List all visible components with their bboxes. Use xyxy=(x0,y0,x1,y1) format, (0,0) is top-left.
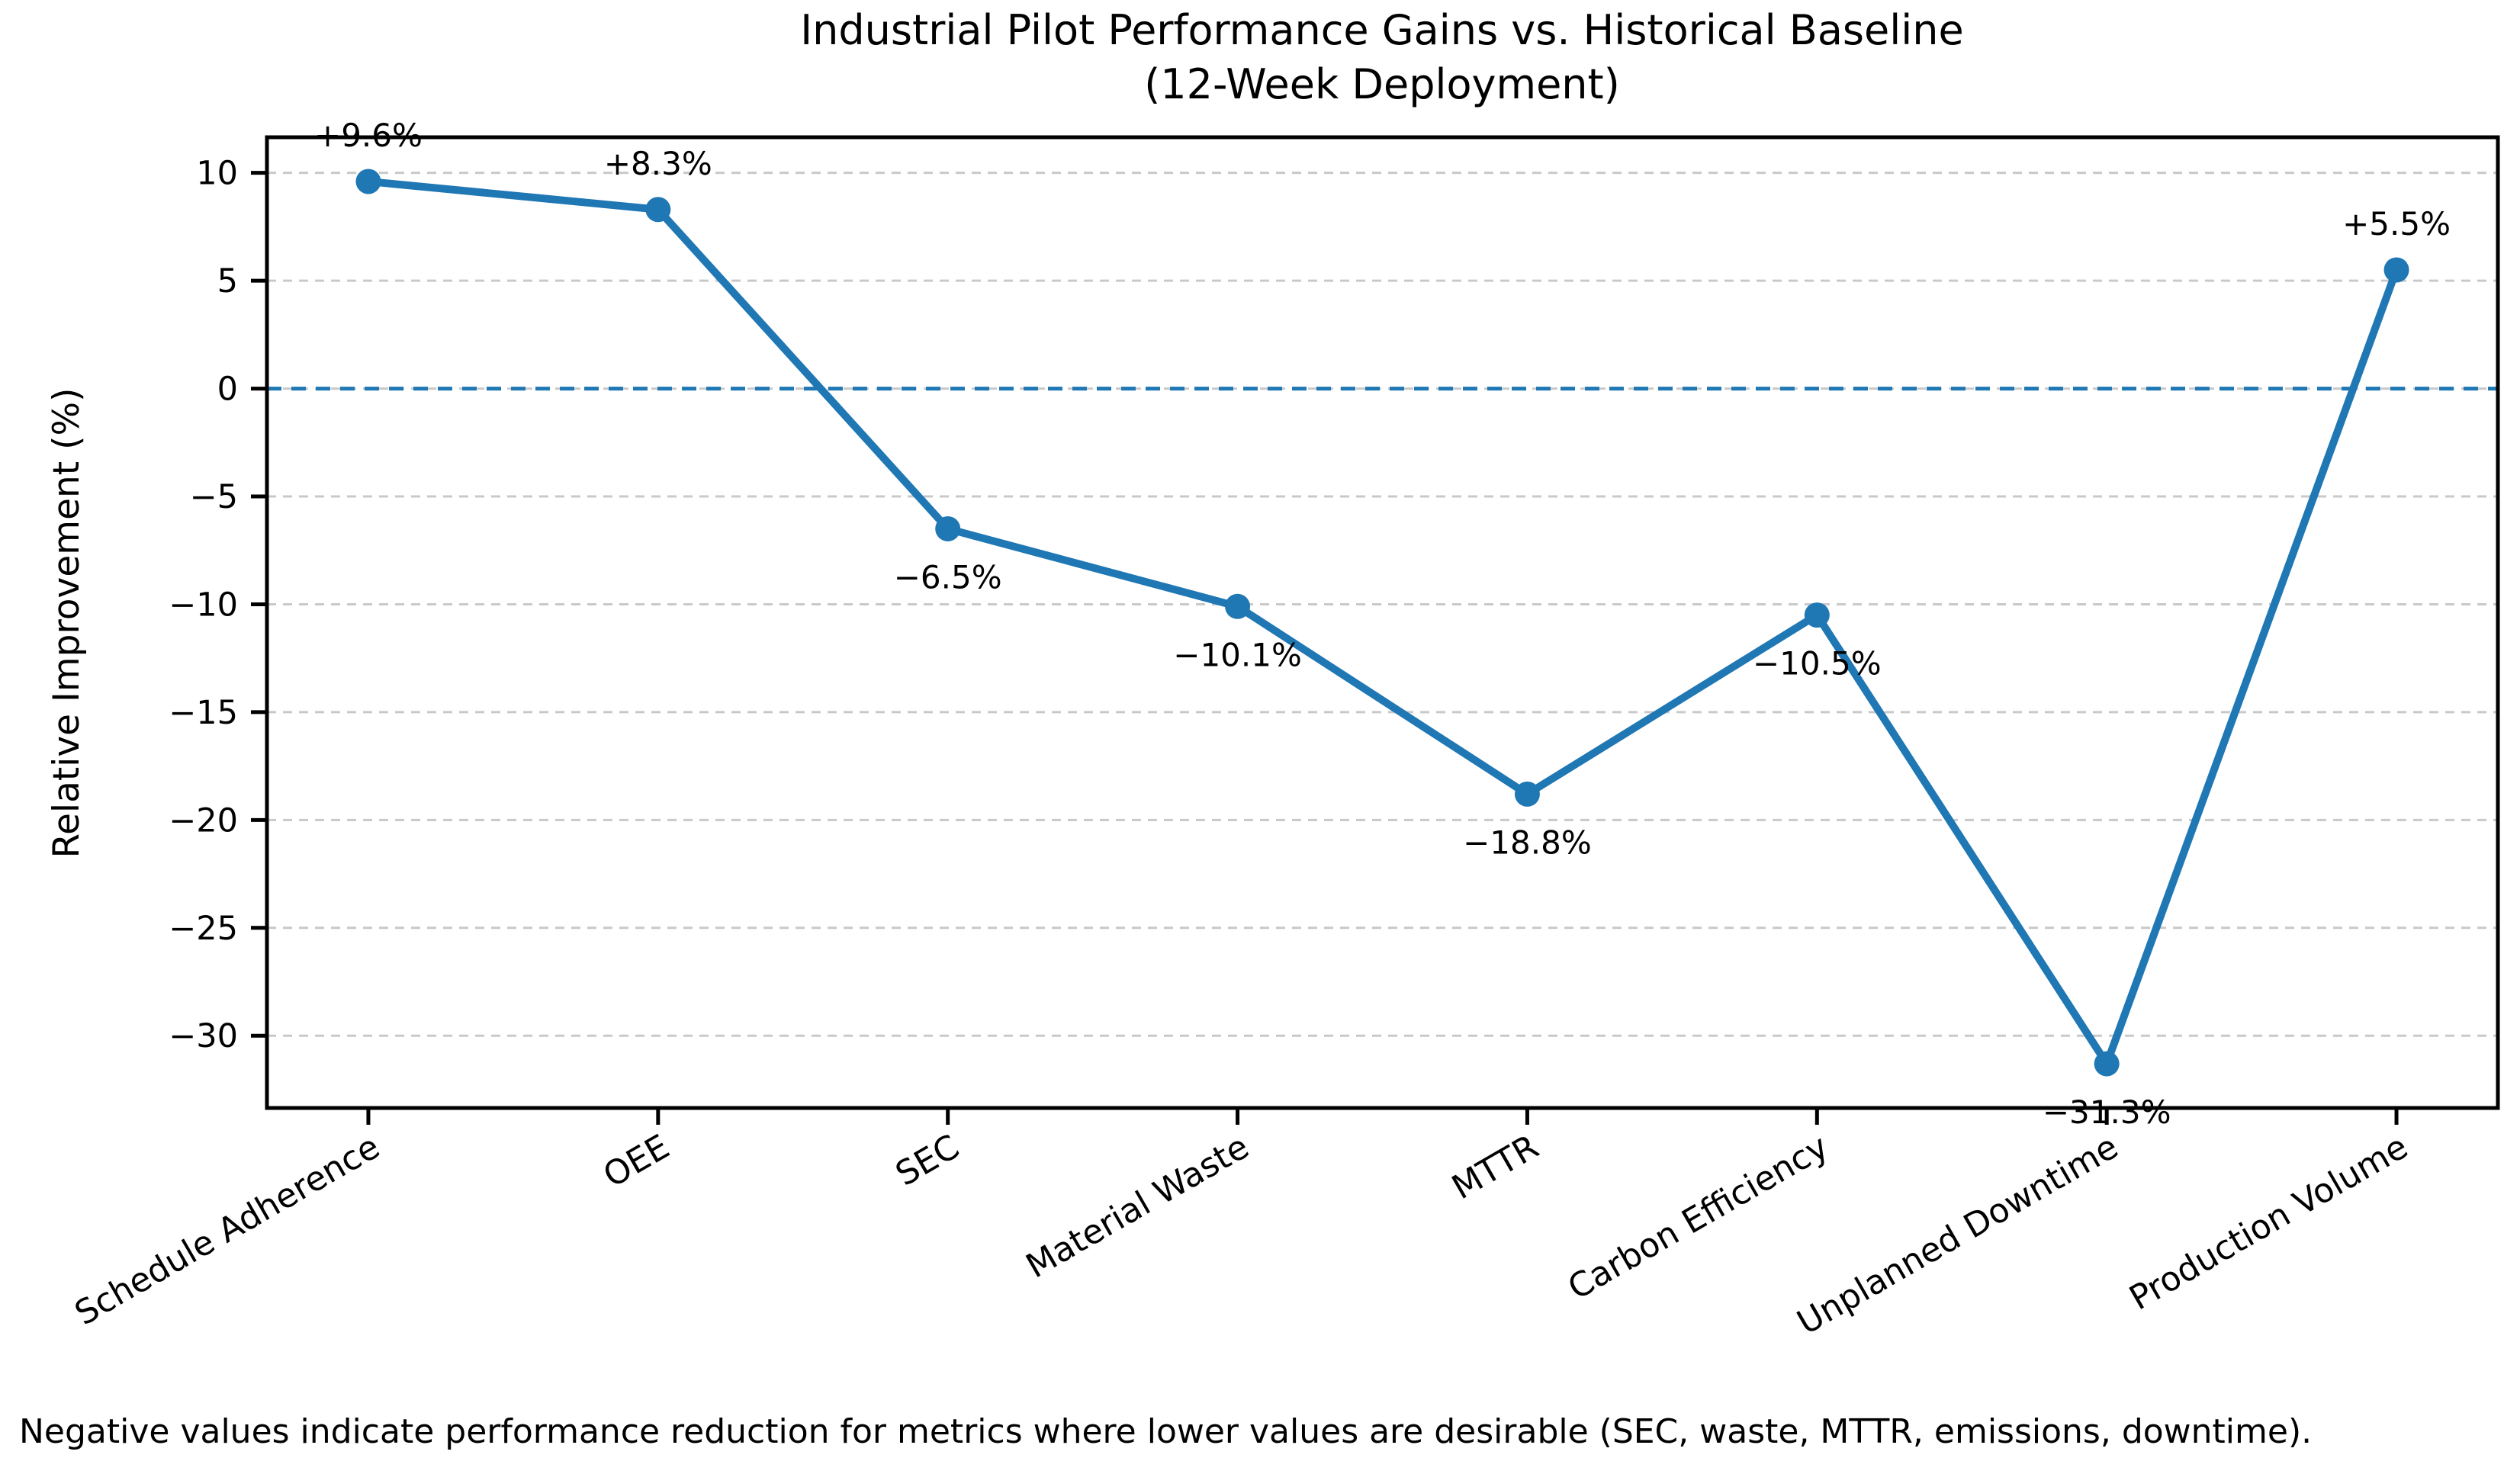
data-point-marker xyxy=(645,197,671,223)
data-point-label: +8.3% xyxy=(604,145,712,182)
x-tick-label: OEE xyxy=(597,1127,677,1195)
data-point-marker xyxy=(1514,781,1540,807)
data-point-label: −10.5% xyxy=(1753,645,1882,682)
x-tick-label: Material Waste xyxy=(1020,1127,1255,1286)
y-tick-label: −20 xyxy=(169,801,238,840)
footnote: Negative values indicate performance red… xyxy=(19,1412,2312,1451)
x-tick-label: Schedule Adherence xyxy=(69,1127,387,1333)
y-axis-label: Relative Improvement (%) xyxy=(46,388,88,859)
x-tick-label: MTTR xyxy=(1445,1127,1545,1207)
data-point-marker xyxy=(935,515,961,541)
y-tick-label: −5 xyxy=(190,478,238,516)
chart-subtitle: (12-Week Deployment) xyxy=(1144,60,1620,108)
y-tick-label: −25 xyxy=(169,910,238,948)
chart-title: Industrial Pilot Performance Gains vs. H… xyxy=(800,6,1963,54)
data-point-marker xyxy=(355,169,381,194)
marker-layer xyxy=(355,169,2409,1077)
data-point-marker xyxy=(1804,602,1830,628)
x-tick-label: Unplanned Downtime xyxy=(1791,1127,2125,1342)
data-point-marker xyxy=(2094,1051,2120,1077)
series-line xyxy=(364,177,2401,1068)
y-tick-label: 5 xyxy=(217,262,238,300)
data-point-label: +9.6% xyxy=(314,117,423,154)
y-tick-label: 0 xyxy=(217,371,238,409)
plot-border xyxy=(265,135,2500,1110)
data-point-label: −6.5% xyxy=(894,558,1002,596)
data-point-marker xyxy=(1225,593,1251,619)
gridlines xyxy=(267,172,2498,1037)
x-tick-label: SEC xyxy=(889,1127,966,1193)
x-tick-label: Production Volume xyxy=(2123,1127,2414,1318)
data-point-label: −18.8% xyxy=(1463,824,1592,861)
series-layer xyxy=(364,177,2401,1068)
y-tick-label: −15 xyxy=(169,694,238,732)
point-label-layer: +9.6%+8.3%−6.5%−10.1%−18.8%−10.5%−31.3%+… xyxy=(314,117,2451,1131)
axis-layer: 10 5 0 −5 −10 −15 −20 −25 −30 Schedule Adherence O… xyxy=(69,135,2500,1343)
y-tick-label: −30 xyxy=(169,1017,238,1055)
data-point-label: +5.5% xyxy=(2342,205,2451,242)
x-tick-label: Carbon Efficiency xyxy=(1561,1127,1834,1307)
data-point-marker xyxy=(2383,257,2409,283)
data-point-label: −10.1% xyxy=(1173,636,1302,673)
y-tick-label: 10 xyxy=(196,155,238,193)
y-tick-label: −10 xyxy=(169,586,238,624)
